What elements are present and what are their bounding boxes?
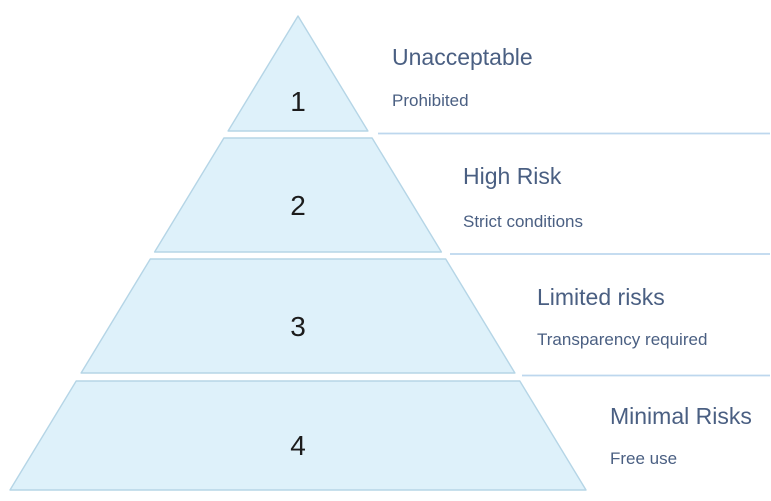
level-3-subtitle: Transparency required bbox=[537, 330, 708, 349]
level-1-title: Unacceptable bbox=[392, 44, 533, 70]
level-4-subtitle: Free use bbox=[610, 449, 678, 468]
pyramid-level-2-shape bbox=[153, 137, 443, 253]
level-3-title: Limited risks bbox=[537, 284, 665, 310]
level-2-subtitle: Strict conditions bbox=[463, 212, 583, 231]
pyramid-level-1-shape bbox=[227, 15, 369, 132]
level-2-title: High Risk bbox=[463, 163, 562, 189]
level-2-number: 2 bbox=[290, 190, 306, 221]
level-4-title: Minimal Risks bbox=[610, 403, 752, 429]
level-4-number: 4 bbox=[290, 430, 306, 461]
level-3-number: 3 bbox=[290, 311, 306, 342]
pyramid-level-3-shape bbox=[80, 258, 516, 374]
level-1-subtitle: Prohibited bbox=[392, 91, 469, 110]
pyramid-level-4-shape bbox=[9, 380, 587, 491]
level-1-number: 1 bbox=[290, 86, 306, 117]
